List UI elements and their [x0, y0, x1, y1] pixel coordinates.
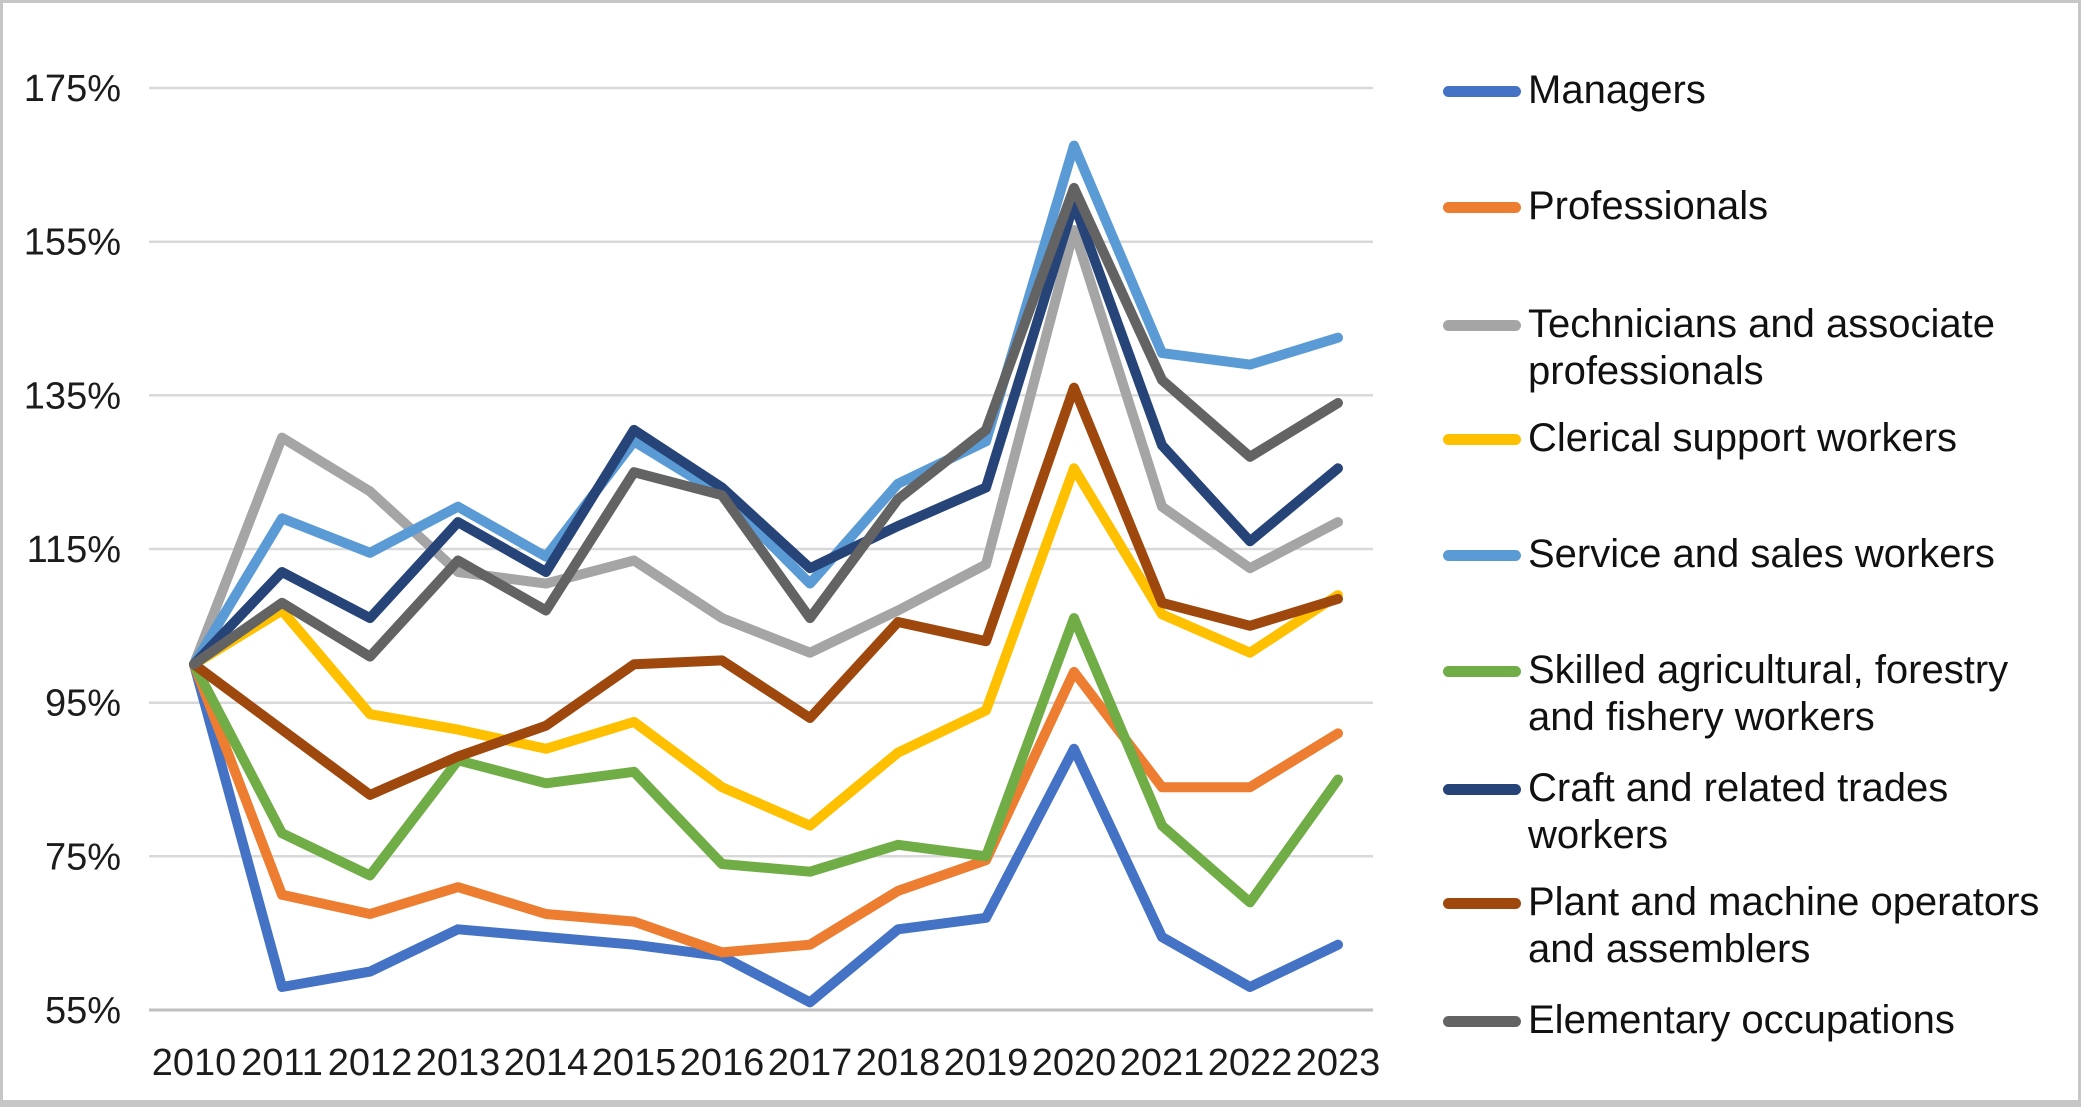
x-axis-tick-label: 2021: [1120, 1042, 1205, 1084]
legend-swatch-icon: [1443, 784, 1521, 795]
legend-label: Professionals: [1528, 184, 1769, 228]
legend-item-1: Professionals: [1443, 183, 1768, 230]
y-axis-tick-label: 155%: [24, 222, 121, 264]
legend-label: Craft and related trades workers: [1528, 766, 1949, 857]
legend-item-2: Technicians and associate professionals: [1443, 301, 2048, 395]
chart-legend: Managers Professionals Technicians and ass…: [1443, 3, 2078, 1100]
series-line-7: [189, 382, 1343, 800]
x-axis-tick-label: 2019: [944, 1042, 1029, 1084]
legend-swatch-icon: [1443, 320, 1521, 331]
x-axis-tick-label: 2023: [1296, 1042, 1381, 1084]
x-axis-tick-label: 2012: [328, 1042, 413, 1084]
x-axis-tick-label: 2022: [1208, 1042, 1293, 1084]
legend-item-8: Elementary occupations: [1443, 997, 1955, 1044]
x-axis-tick-label: 2011: [241, 1042, 323, 1084]
series-line-3: [189, 463, 1343, 831]
x-axis-tick-label: 2016: [680, 1042, 765, 1084]
y-axis-tick-label: 115%: [27, 529, 121, 571]
x-axis-tick-label: 2018: [856, 1042, 941, 1084]
legend-label: Elementary occupations: [1528, 998, 1955, 1042]
x-axis-tick-label: 2020: [1032, 1042, 1117, 1084]
series-line-4: [189, 140, 1343, 670]
legend-label: Skilled agricultural, forestry and fishe…: [1528, 648, 2009, 739]
legend-item-3: Clerical support workers: [1443, 415, 1957, 462]
y-axis-tick-label: 175%: [24, 68, 121, 110]
legend-item-0: Managers: [1443, 67, 1706, 114]
legend-item-5: Skilled agricultural, forestry and fishe…: [1443, 647, 2048, 741]
series-line-1: [189, 659, 1343, 958]
legend-swatch-icon: [1443, 898, 1521, 909]
legend-item-4: Service and sales workers: [1443, 531, 1995, 578]
legend-swatch-icon: [1443, 434, 1521, 445]
series-line-6: [189, 198, 1343, 670]
legend-swatch-icon: [1443, 86, 1521, 97]
legend-item-7: Plant and machine operators and assemble…: [1443, 879, 2048, 973]
series-line-2: [189, 225, 1343, 670]
x-axis-tick-label: 2010: [152, 1042, 237, 1084]
x-axis-tick-label: 2013: [416, 1042, 501, 1084]
line-chart-svg: 175%155%135%115%95%75%55%2010 2011 2012 201…: [24, 68, 1381, 1084]
x-axis-tick-label: 2015: [592, 1042, 677, 1084]
series-line-5: [189, 613, 1343, 908]
x-axis-tick-label: 2017: [768, 1042, 853, 1084]
x-axis-tick-label: 2014: [504, 1042, 589, 1084]
legend-label: Clerical support workers: [1528, 416, 1958, 460]
legend-swatch-icon: [1443, 550, 1521, 561]
y-axis-tick-label: 135%: [24, 375, 121, 417]
legend-label: Plant and machine operators and assemble…: [1528, 880, 2040, 971]
legend-label: Technicians and associate professionals: [1528, 302, 1995, 393]
legend-item-6: Craft and related trades workers: [1443, 765, 2048, 859]
y-axis-tick-label: 95%: [45, 683, 121, 725]
legend-label: Service and sales workers: [1528, 532, 1995, 576]
y-axis-tick-label: 55%: [45, 990, 121, 1032]
series-line-0: [189, 659, 1343, 1008]
legend-swatch-icon: [1443, 666, 1521, 677]
series-line-8: [189, 182, 1343, 670]
y-axis-tick-label: 75%: [45, 836, 121, 878]
legend-swatch-icon: [1443, 1016, 1521, 1027]
legend-label: Managers: [1528, 68, 1706, 112]
legend-swatch-icon: [1443, 202, 1521, 213]
